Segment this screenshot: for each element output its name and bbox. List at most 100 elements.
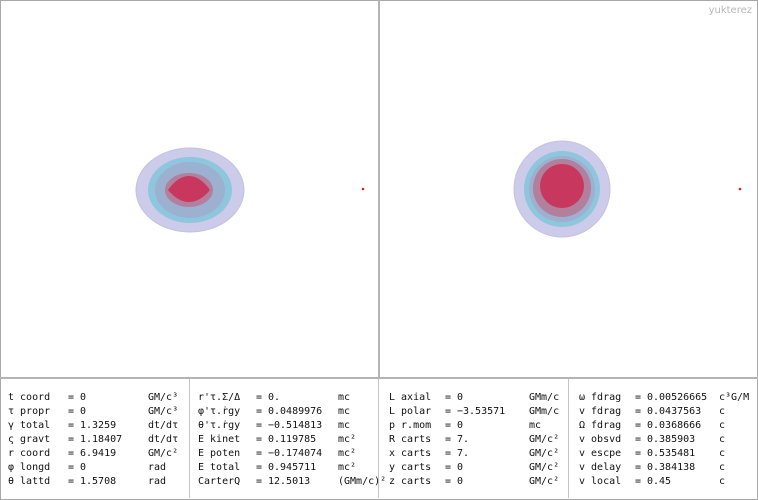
readout-label: φ'τ.ṙgy bbox=[198, 406, 241, 417]
equals-sign: = bbox=[256, 406, 263, 417]
readout-label: v fdrag bbox=[579, 406, 622, 417]
readout-unit: rad bbox=[148, 476, 167, 487]
equals-sign: = bbox=[256, 462, 263, 473]
equals-sign: = bbox=[635, 406, 642, 417]
readout-label: ς gravt bbox=[8, 434, 51, 445]
readout-value: 0.945711 bbox=[268, 462, 317, 473]
side-view-panel[interactable] bbox=[0, 0, 378, 377]
readout-unit: mc² bbox=[338, 462, 357, 473]
readout-label: p r.mom bbox=[389, 420, 432, 431]
panel-separator bbox=[378, 379, 379, 498]
readout-unit: GM/c² bbox=[529, 434, 560, 445]
equals-sign: = bbox=[68, 434, 75, 445]
readout-unit: c bbox=[719, 476, 726, 487]
view-divider bbox=[378, 0, 380, 378]
readout-unit: GM/c³ bbox=[148, 406, 179, 417]
readout-unit: GM/c² bbox=[148, 448, 179, 459]
readout-value: 12.5013 bbox=[268, 476, 311, 487]
readout-unit: c bbox=[719, 420, 726, 431]
readout-label: v escpe bbox=[579, 448, 622, 459]
equals-sign: = bbox=[635, 434, 642, 445]
readout-unit: GMm/c bbox=[529, 406, 560, 417]
readout-label: E kinet bbox=[198, 434, 241, 445]
readout-unit: c bbox=[719, 462, 726, 473]
readout-value: 0.0489976 bbox=[268, 406, 323, 417]
readout-value: 0 bbox=[80, 462, 87, 473]
readout-label: Ω fdrag bbox=[579, 420, 622, 431]
readout-unit: c bbox=[719, 434, 726, 445]
panel-separator bbox=[189, 379, 190, 498]
readout-unit: dt/dτ bbox=[148, 434, 179, 445]
readout-value: 6.9419 bbox=[80, 448, 117, 459]
readout-unit: mc bbox=[338, 392, 351, 403]
readout-label: φ longd bbox=[8, 462, 51, 473]
readout-value: 0 bbox=[457, 462, 464, 473]
readout-value: 7. bbox=[457, 434, 470, 445]
readout-label: z carts bbox=[389, 476, 432, 487]
readout-label: θ lattd bbox=[8, 476, 51, 487]
readout-panel-velocities: r'τ.Σ/Δ = 0. mc φ'τ.ṙgy = 0.0489976 mc θ'τ.ṙgy… bbox=[198, 379, 386, 498]
equals-sign: = bbox=[256, 434, 263, 445]
readout-label: ω fdrag bbox=[579, 392, 622, 403]
readout-label: y carts bbox=[389, 462, 432, 473]
readout-value: 0 bbox=[457, 476, 464, 487]
readout-unit: mc² bbox=[338, 434, 357, 445]
readout-value: 0.0437563 bbox=[647, 406, 702, 417]
readout-value: 0.384138 bbox=[647, 462, 696, 473]
readout-unit: mc bbox=[338, 406, 351, 417]
singularity-core bbox=[168, 176, 210, 202]
readout-unit: GMm/c bbox=[529, 392, 560, 403]
readout-label: v local bbox=[579, 476, 622, 487]
readout-value: 1.18407 bbox=[80, 434, 123, 445]
readout-label: E total bbox=[198, 462, 241, 473]
readout-label: τ propr bbox=[8, 406, 51, 417]
readout-unit: dt/dτ bbox=[148, 420, 179, 431]
readout-label: γ total bbox=[8, 420, 51, 431]
readout-value: 1.5708 bbox=[80, 476, 117, 487]
readout-value: −3.53571 bbox=[457, 406, 506, 417]
side-view-canvas[interactable] bbox=[0, 0, 378, 377]
readout-value: 0.0368666 bbox=[647, 420, 702, 431]
readout-label: L axial bbox=[389, 392, 432, 403]
readout-value: 1.3259 bbox=[80, 420, 117, 431]
equals-sign: = bbox=[256, 448, 263, 459]
equals-sign: = bbox=[635, 392, 642, 403]
readout-panel-momenta: L axial = 0 GMm/c L polar = −3.53571 GMm/c p r… bbox=[389, 379, 567, 498]
panel-separator bbox=[568, 379, 569, 498]
readout-value: −0.174074 bbox=[268, 448, 323, 459]
readout-value: −0.514813 bbox=[268, 420, 323, 431]
readout-label: r'τ.Σ/Δ bbox=[198, 392, 241, 403]
readout-unit: GM/c² bbox=[529, 462, 560, 473]
equals-sign: = bbox=[68, 476, 75, 487]
equals-sign: = bbox=[256, 392, 263, 403]
equals-sign: = bbox=[635, 420, 642, 431]
equals-sign: = bbox=[635, 462, 642, 473]
readout-label: r coord bbox=[8, 448, 51, 459]
equals-sign: = bbox=[445, 434, 452, 445]
equals-sign: = bbox=[445, 420, 452, 431]
watermark-label: yukterez bbox=[708, 5, 752, 16]
readout-unit: GM/c² bbox=[529, 448, 560, 459]
readout-label: v obsvd bbox=[579, 434, 622, 445]
equals-sign: = bbox=[68, 420, 75, 431]
equals-sign: = bbox=[445, 392, 452, 403]
readout-unit: GM/c³ bbox=[148, 392, 179, 403]
readout-unit: c³G/M bbox=[719, 392, 750, 403]
test-particle-marker bbox=[361, 187, 365, 191]
readout-panel-frame-drag: ω fdrag = 0.00526665 c³G/M v fdrag = 0.043756… bbox=[579, 379, 757, 498]
readout-value: 0 bbox=[457, 420, 464, 431]
readout-value: 0.385903 bbox=[647, 434, 696, 445]
readout-unit: GM/c² bbox=[529, 476, 560, 487]
readout-value: 0.00526665 bbox=[647, 392, 708, 403]
top-view-canvas[interactable] bbox=[380, 0, 758, 377]
readout-label: E poten bbox=[198, 448, 241, 459]
readout-label: θ'τ.ṙgy bbox=[198, 420, 241, 431]
readout-label: x carts bbox=[389, 448, 432, 459]
equals-sign: = bbox=[445, 406, 452, 417]
readout-label: R carts bbox=[389, 434, 432, 445]
readout-value: 7. bbox=[457, 448, 470, 459]
readout-value: 0.119785 bbox=[268, 434, 317, 445]
top-view-panel[interactable]: yukterez bbox=[380, 0, 758, 377]
readout-label: CarterQ bbox=[198, 476, 241, 487]
readout-value: 0. bbox=[268, 392, 281, 403]
